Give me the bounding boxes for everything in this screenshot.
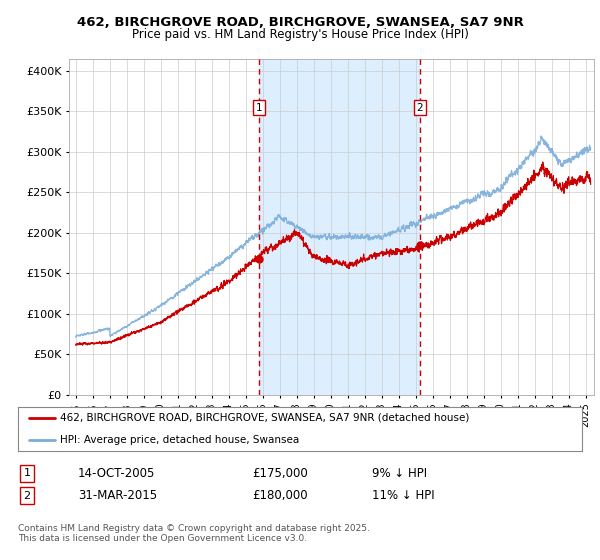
Text: 462, BIRCHGROVE ROAD, BIRCHGROVE, SWANSEA, SA7 9NR: 462, BIRCHGROVE ROAD, BIRCHGROVE, SWANSE…	[77, 16, 523, 29]
Text: £175,000: £175,000	[252, 466, 308, 480]
Text: 462, BIRCHGROVE ROAD, BIRCHGROVE, SWANSEA, SA7 9NR (detached house): 462, BIRCHGROVE ROAD, BIRCHGROVE, SWANSE…	[60, 413, 470, 423]
Text: 31-MAR-2015: 31-MAR-2015	[78, 489, 157, 502]
Text: 1: 1	[23, 468, 31, 478]
Text: 14-OCT-2005: 14-OCT-2005	[78, 466, 155, 480]
Text: 2: 2	[416, 102, 423, 113]
Bar	[259, 59, 420, 395]
Text: £180,000: £180,000	[252, 489, 308, 502]
Text: 1: 1	[256, 102, 262, 113]
Text: Price paid vs. HM Land Registry's House Price Index (HPI): Price paid vs. HM Land Registry's House …	[131, 28, 469, 41]
Text: HPI: Average price, detached house, Swansea: HPI: Average price, detached house, Swan…	[60, 435, 299, 445]
Text: Contains HM Land Registry data © Crown copyright and database right 2025.
This d: Contains HM Land Registry data © Crown c…	[18, 524, 370, 543]
Text: 2: 2	[23, 491, 31, 501]
Text: 11% ↓ HPI: 11% ↓ HPI	[372, 489, 434, 502]
Text: 9% ↓ HPI: 9% ↓ HPI	[372, 466, 427, 480]
